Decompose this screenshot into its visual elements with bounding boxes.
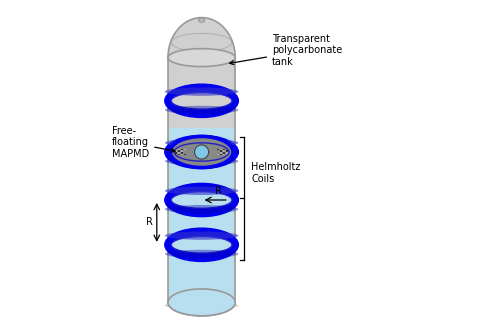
Ellipse shape	[165, 228, 239, 261]
Bar	[184, 154, 186, 156]
Text: Helmholtz
Coils: Helmholtz Coils	[251, 162, 300, 184]
Ellipse shape	[165, 187, 239, 195]
Bar	[226, 150, 228, 152]
Ellipse shape	[165, 135, 239, 169]
Ellipse shape	[165, 183, 239, 217]
Ellipse shape	[165, 87, 239, 96]
Bar	[184, 148, 186, 150]
Polygon shape	[168, 18, 235, 58]
Bar	[181, 154, 183, 156]
Bar	[223, 150, 226, 152]
Text: R: R	[146, 217, 153, 228]
Bar	[175, 152, 177, 154]
Ellipse shape	[171, 144, 232, 160]
Bar	[175, 150, 177, 152]
Ellipse shape	[168, 49, 235, 67]
Bar	[181, 148, 183, 150]
Bar	[226, 152, 228, 154]
Bar	[220, 150, 222, 152]
Ellipse shape	[194, 145, 209, 159]
Bar	[220, 148, 222, 150]
Ellipse shape	[165, 84, 239, 117]
Ellipse shape	[170, 137, 233, 167]
Text: Free-
floating
MAPMD: Free- floating MAPMD	[112, 126, 175, 159]
Ellipse shape	[165, 231, 239, 240]
Polygon shape	[168, 58, 235, 298]
Ellipse shape	[165, 157, 239, 165]
Bar	[178, 150, 180, 152]
Ellipse shape	[171, 92, 232, 109]
Bar	[178, 154, 180, 156]
Bar	[178, 152, 180, 154]
Bar	[223, 152, 226, 154]
Bar	[220, 152, 222, 154]
Bar	[178, 148, 180, 150]
Bar	[223, 154, 226, 156]
Polygon shape	[169, 128, 234, 298]
Bar	[217, 148, 219, 150]
Ellipse shape	[165, 302, 239, 309]
Text: Transparent
polycarbonate
tank: Transparent polycarbonate tank	[230, 34, 342, 67]
Ellipse shape	[168, 289, 235, 316]
Text: R: R	[215, 186, 222, 196]
Bar	[223, 148, 226, 150]
Bar	[181, 150, 183, 152]
Ellipse shape	[165, 205, 239, 213]
Ellipse shape	[171, 192, 232, 208]
Ellipse shape	[165, 139, 239, 147]
Ellipse shape	[199, 18, 204, 22]
Bar	[217, 154, 219, 156]
Bar	[181, 152, 183, 154]
Bar	[220, 154, 222, 156]
Ellipse shape	[171, 236, 232, 253]
Ellipse shape	[165, 250, 239, 258]
Polygon shape	[168, 302, 235, 316]
Ellipse shape	[165, 106, 239, 114]
